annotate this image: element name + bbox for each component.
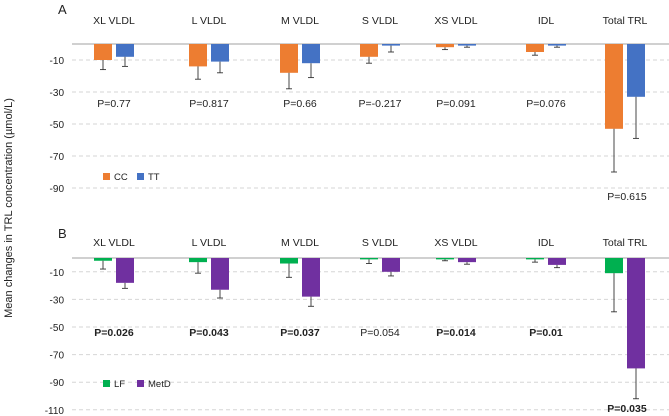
bar — [189, 258, 207, 263]
y-tick-label: -10 — [50, 56, 65, 67]
bar — [382, 258, 400, 272]
legend-label: CC — [114, 172, 128, 183]
category-label: Total TRL — [603, 237, 648, 249]
bar — [526, 44, 544, 52]
bar — [280, 258, 298, 264]
y-tick-label: -110 — [45, 406, 65, 416]
category-label: L VLDL — [192, 15, 227, 27]
bar — [189, 44, 207, 67]
category-label: XS VLDL — [434, 237, 477, 249]
y-tick-label: -10 — [50, 268, 65, 279]
p-value-label: P=-0.217 — [359, 98, 402, 110]
category-label: L VLDL — [192, 237, 227, 249]
category-label: S VLDL — [362, 15, 398, 27]
category-label: M VLDL — [281, 237, 319, 249]
p-value-label: P=0.091 — [436, 98, 476, 110]
y-tick-label: -90 — [50, 378, 65, 389]
legend-swatch — [103, 380, 110, 387]
bar — [94, 44, 112, 60]
y-tick-label: -50 — [50, 323, 65, 334]
y-tick-label: -70 — [50, 152, 65, 163]
bar — [116, 44, 134, 57]
y-tick-label: -30 — [50, 88, 65, 99]
bar — [605, 44, 623, 129]
legend-label: LF — [114, 379, 125, 390]
y-tick-label: -90 — [50, 184, 65, 195]
category-label: S VLDL — [362, 237, 398, 249]
legend-swatch — [103, 173, 110, 180]
p-value-label: P=0.66 — [283, 98, 317, 110]
legend-label: MetD — [148, 379, 171, 390]
bar — [458, 44, 476, 46]
bar — [382, 44, 400, 46]
bar — [116, 258, 134, 283]
y-tick-label: -70 — [50, 351, 65, 362]
y-tick-label: -50 — [50, 120, 65, 131]
bar — [627, 44, 645, 97]
category-label: IDL — [538, 237, 555, 249]
bar — [360, 44, 378, 57]
bar — [436, 44, 454, 48]
bar — [605, 258, 623, 274]
p-value-label: P=0.014 — [436, 327, 476, 339]
y-axis-label: Mean changes in TRL concentration (µmol/… — [3, 98, 15, 318]
bar — [526, 258, 544, 260]
p-value-label: P=0.035 — [607, 403, 647, 415]
bar — [360, 258, 378, 260]
bar — [302, 44, 320, 64]
bar — [548, 44, 566, 46]
bar — [627, 258, 645, 369]
legend-swatch — [137, 380, 144, 387]
p-value-label: P=0.054 — [360, 327, 400, 339]
panel-letter: A — [58, 2, 67, 17]
bar — [436, 258, 454, 260]
legend-label: TT — [148, 172, 160, 183]
p-value-label: P=0.076 — [526, 98, 566, 110]
bar — [280, 44, 298, 73]
panel-a: A -10 -30 -50 -70 -90 XL VLDL L VLDL M VLDL S VLD… — [50, 2, 669, 203]
category-label: M VLDL — [281, 15, 319, 27]
bar — [458, 258, 476, 263]
bar — [211, 258, 229, 290]
p-value-label: P=0.817 — [189, 98, 229, 110]
category-label: XS VLDL — [434, 15, 477, 27]
y-tick-label: -30 — [50, 295, 65, 306]
p-value-label: P=0.615 — [607, 191, 647, 203]
bar — [94, 258, 112, 261]
bar — [548, 258, 566, 265]
category-label: XL VLDL — [93, 15, 135, 27]
bar — [302, 258, 320, 297]
panel-letter: B — [58, 226, 67, 241]
p-value-label: P=0.026 — [94, 327, 134, 339]
p-value-label: P=0.01 — [529, 327, 563, 339]
p-value-label: P=0.77 — [97, 98, 131, 110]
category-label: Total TRL — [603, 15, 648, 27]
panel-b: B -10 -30 -50 -70 -90 -110 XL VLDL L VLDL M VLDL S… — [45, 226, 669, 416]
legend-swatch — [137, 173, 144, 180]
category-label: XL VLDL — [93, 237, 135, 249]
p-value-label: P=0.037 — [280, 327, 320, 339]
bar — [211, 44, 229, 62]
category-label: IDL — [538, 15, 555, 27]
p-value-label: P=0.043 — [189, 327, 229, 339]
